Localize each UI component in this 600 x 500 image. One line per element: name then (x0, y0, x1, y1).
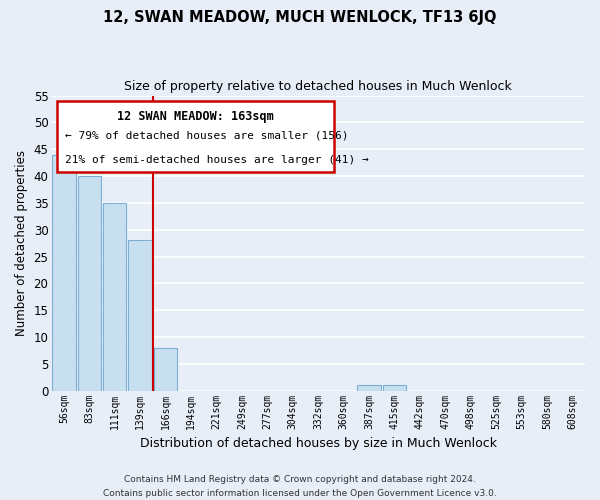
FancyBboxPatch shape (56, 102, 334, 172)
Title: Size of property relative to detached houses in Much Wenlock: Size of property relative to detached ho… (124, 80, 512, 93)
Text: Contains HM Land Registry data © Crown copyright and database right 2024.
Contai: Contains HM Land Registry data © Crown c… (103, 476, 497, 498)
Bar (154, 348, 177, 391)
Bar (128, 240, 152, 390)
Text: ← 79% of detached houses are smaller (156): ← 79% of detached houses are smaller (15… (65, 131, 348, 141)
Bar (77, 176, 101, 390)
Bar (357, 386, 380, 390)
Bar (383, 386, 406, 390)
Bar (103, 203, 127, 390)
Text: 12, SWAN MEADOW, MUCH WENLOCK, TF13 6JQ: 12, SWAN MEADOW, MUCH WENLOCK, TF13 6JQ (103, 10, 497, 25)
Text: 21% of semi-detached houses are larger (41) →: 21% of semi-detached houses are larger (… (65, 154, 368, 164)
X-axis label: Distribution of detached houses by size in Much Wenlock: Distribution of detached houses by size … (140, 437, 497, 450)
Text: 12 SWAN MEADOW: 163sqm: 12 SWAN MEADOW: 163sqm (117, 110, 274, 124)
Bar (52, 154, 76, 390)
Y-axis label: Number of detached properties: Number of detached properties (15, 150, 28, 336)
